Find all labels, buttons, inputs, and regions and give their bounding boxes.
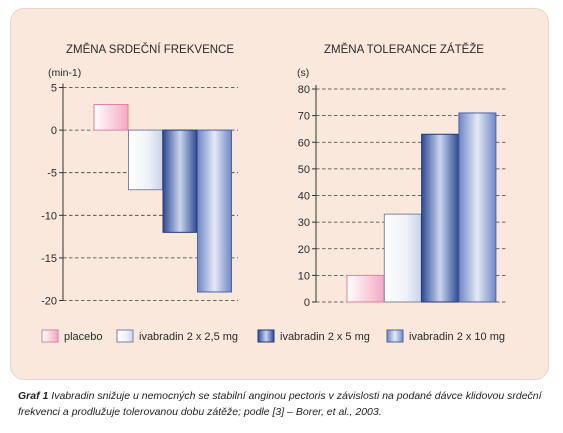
- caption-text: Ivabradin snižuje u nemocných se stabiln…: [18, 390, 542, 418]
- y-tick-label: -5: [47, 168, 57, 180]
- legend: placebo ivabradin 2 x 2,5 mg ivabradin 2 x…: [41, 329, 505, 343]
- y-tick-label: 30: [298, 217, 310, 229]
- legend-label-2: ivabradin 2 x 2,5 mg: [139, 331, 238, 343]
- legend-label-3: ivabradin 2 x 5 mg: [280, 331, 370, 343]
- bar-left-4: [197, 129, 232, 293]
- chart-left-unit-label: (min-1): [48, 67, 81, 79]
- y-tick-label: 10: [298, 270, 310, 282]
- bar-left-3: [162, 129, 198, 233]
- y-tick-label: 50: [298, 164, 310, 176]
- figure-caption: Graf 1 Ivabradin snižuje u nemocných se …: [18, 388, 550, 420]
- bar-right-2: [383, 213, 422, 303]
- legend-label-4: ivabradin 2 x 10 mg: [409, 331, 505, 343]
- y-tick-label: 70: [298, 111, 310, 123]
- y-tick-label: -20: [41, 296, 57, 308]
- legend-swatch-2: [116, 329, 134, 343]
- bar-right-1: [346, 274, 385, 303]
- legend-label-1: placebo: [64, 331, 103, 343]
- legend-swatch-4: [386, 329, 404, 343]
- y-tick-label: 60: [298, 137, 310, 149]
- y-tick-label: 0: [304, 297, 310, 309]
- bar-left-2: [128, 129, 163, 191]
- chart-right-unit-label: (s): [297, 67, 309, 79]
- chart-left-title: ZMĚNA SRDEČNÍ FREKVENCE: [66, 43, 234, 56]
- legend-swatch-1: [41, 329, 59, 343]
- caption-label: Graf 1: [18, 390, 49, 402]
- y-tick-label: -15: [41, 253, 57, 265]
- bar-left-1: [93, 104, 129, 131]
- y-tick-label: 80: [298, 84, 310, 96]
- bar-right-3: [421, 133, 460, 303]
- y-tick-label: 40: [298, 191, 310, 203]
- chart-right-title: ZMĚNA TOLERANCE ZÁTĚŽE: [324, 43, 484, 56]
- chart-right: ZMĚNA TOLERANCE ZÁTĚŽE (s) 0 10 20 30 40 50 60 70…: [297, 43, 508, 309]
- y-tick-label: -10: [41, 210, 57, 222]
- y-tick-label: 20: [298, 244, 310, 256]
- y-tick-label: 0: [51, 125, 57, 137]
- chart-left: ZMĚNA SRDEČNÍ FREKVENCE (min-1) 5 0 -5 -10 -15…: [41, 43, 238, 308]
- bar-right-4: [458, 112, 497, 303]
- y-tick-label: 5: [51, 83, 57, 95]
- legend-swatch-3: [257, 329, 275, 343]
